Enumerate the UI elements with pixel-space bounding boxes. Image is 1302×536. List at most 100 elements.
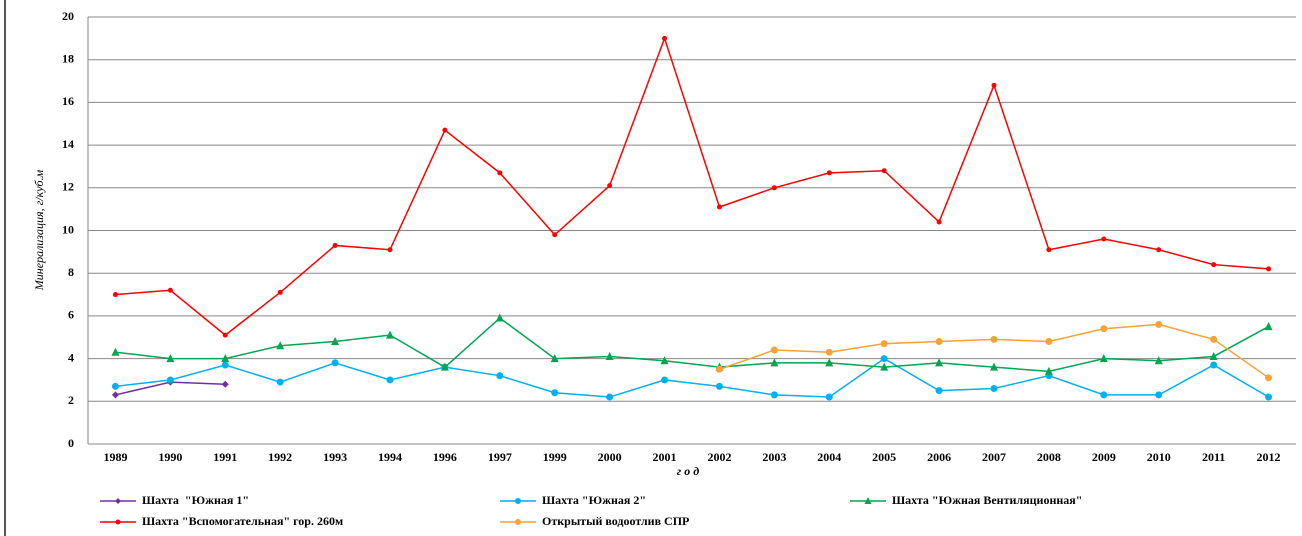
x-tick-label: 2010 — [1147, 450, 1171, 464]
marker — [990, 335, 998, 343]
x-tick-label: 1996 — [433, 450, 457, 464]
marker — [442, 127, 448, 133]
x-tick-label: 2012 — [1257, 450, 1281, 464]
marker — [935, 358, 944, 367]
marker — [770, 346, 778, 354]
marker — [880, 355, 888, 363]
legend-label: Шахта "Южная Вентиляционная" — [892, 493, 1082, 507]
y-tick-label: 10 — [62, 222, 74, 236]
x-tick-label: 1990 — [158, 450, 182, 464]
marker — [881, 168, 887, 174]
marker — [1265, 393, 1273, 401]
marker — [1099, 354, 1108, 363]
marker — [331, 359, 339, 367]
marker — [1155, 391, 1163, 399]
marker — [770, 358, 779, 367]
marker — [715, 365, 723, 373]
marker — [550, 354, 559, 363]
x-tick-label: 1994 — [378, 450, 402, 464]
marker — [1101, 236, 1107, 242]
marker — [221, 361, 229, 369]
marker — [277, 289, 283, 295]
x-tick-label: 1997 — [488, 450, 512, 464]
marker — [935, 338, 943, 346]
x-tick-label: 1989 — [103, 450, 127, 464]
marker — [167, 287, 173, 293]
legend-marker — [115, 519, 121, 525]
marker — [1209, 351, 1218, 360]
marker — [497, 170, 503, 176]
y-tick-label: 20 — [62, 9, 74, 23]
marker — [1264, 322, 1273, 331]
marker — [606, 393, 614, 401]
marker — [991, 82, 997, 88]
marker — [880, 340, 888, 348]
series-line — [115, 317, 1269, 373]
marker — [1155, 320, 1163, 328]
legend-label: Шахта "Южная 1" — [142, 493, 249, 507]
legend-marker — [864, 497, 872, 504]
y-tick-label: 18 — [62, 51, 74, 65]
y-tick-label: 12 — [62, 180, 74, 194]
marker — [386, 376, 394, 384]
marker — [771, 185, 777, 191]
legend-label: Шахта "Вспомогательная" гор. 260м — [142, 514, 343, 528]
legend-label: Шахта "Южная 2" — [542, 493, 646, 507]
marker — [935, 387, 943, 395]
x-tick-label: 2002 — [707, 450, 731, 464]
marker — [386, 330, 394, 339]
marker — [331, 337, 340, 346]
marker — [387, 247, 393, 253]
legend-marker — [515, 519, 521, 525]
marker — [770, 391, 778, 399]
y-tick-label: 16 — [62, 94, 74, 108]
legend-marker — [515, 498, 521, 504]
marker — [825, 393, 833, 401]
marker — [825, 358, 834, 367]
marker — [222, 332, 228, 338]
marker — [990, 362, 998, 371]
marker — [496, 372, 504, 380]
marker — [825, 348, 833, 356]
marker — [1210, 361, 1218, 369]
x-tick-label: 2005 — [872, 450, 896, 464]
x-tick-label: 2008 — [1037, 450, 1061, 464]
marker — [1154, 356, 1163, 365]
marker — [221, 380, 229, 388]
marker — [111, 382, 119, 390]
marker — [112, 292, 118, 298]
y-tick-label: 4 — [68, 350, 74, 364]
marker — [880, 362, 889, 371]
x-tick-label: 2011 — [1202, 450, 1225, 464]
x-tick-label: 2009 — [1092, 450, 1116, 464]
marker — [276, 378, 284, 386]
marker — [166, 376, 174, 384]
marker — [552, 232, 558, 238]
marker — [715, 382, 723, 390]
marker — [1211, 262, 1217, 268]
marker — [1046, 247, 1052, 253]
marker — [607, 183, 613, 189]
x-tick-label: 2001 — [653, 450, 677, 464]
marker — [1265, 374, 1273, 382]
x-tick-label: 1992 — [268, 450, 292, 464]
series-line — [115, 357, 1269, 398]
y-tick-label: 6 — [68, 308, 74, 322]
marker — [1210, 335, 1218, 343]
legend-marker — [115, 498, 121, 504]
x-tick-label: 1993 — [323, 450, 347, 464]
marker — [1045, 338, 1053, 346]
marker — [332, 242, 338, 248]
x-tick-label: 2006 — [927, 450, 951, 464]
y-tick-label: 8 — [68, 265, 74, 279]
series-line — [115, 36, 1269, 337]
marker — [111, 347, 120, 356]
marker — [716, 204, 722, 210]
marker — [605, 351, 614, 360]
x-tick-label: 1999 — [543, 450, 567, 464]
y-tick-label: 0 — [68, 436, 74, 450]
marker — [936, 219, 942, 225]
marker — [1100, 325, 1108, 333]
y-tick-label: 14 — [62, 137, 74, 151]
